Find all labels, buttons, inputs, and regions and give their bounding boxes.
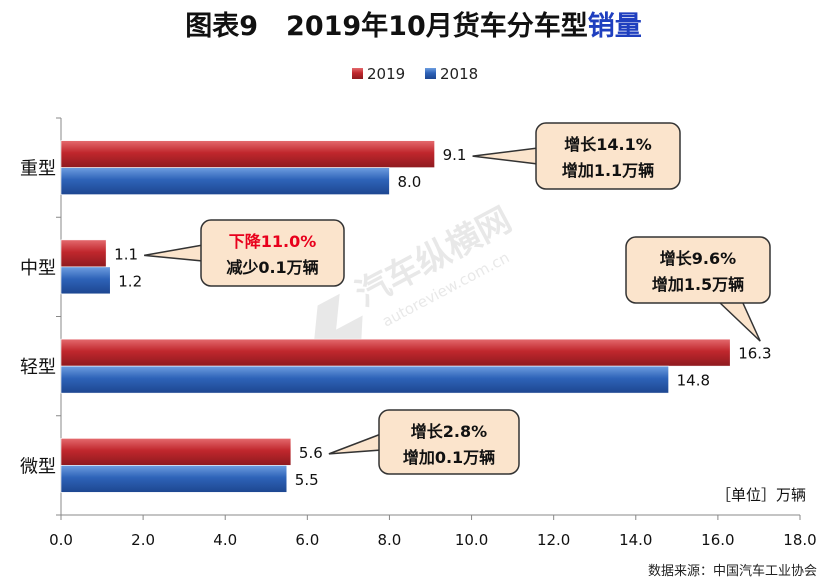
legend-swatch-2019 [352,68,363,79]
callout-line1: 下降11.0% [229,232,317,251]
data-source: 数据来源：中国汽车工业协会 [647,564,817,579]
bar-2018 [60,266,111,295]
data-label-2019: 1.1 [114,245,138,263]
callout-line2: 增加0.1万辆 [403,448,495,467]
category-label: 中型 [20,258,56,279]
title-highlight: 销量 [587,11,642,42]
x-tick-label: 4.0 [213,531,237,549]
category-label: 轻型 [20,357,56,378]
callout-line1: 增长9.6% [660,249,736,268]
callout: 增长14.1% 增加1.1万辆 [472,122,681,190]
callout-line2: 增加1.5万辆 [652,275,744,294]
legend-swatch-2018 [425,68,436,79]
callout: 增长2.8% 增加0.1万辆 [328,409,520,475]
callout-line1: 增长14.1% [564,135,652,154]
callout: 下降11.0% 减少0.1万辆 [144,219,345,287]
x-tick-label: 2.0 [131,531,155,549]
bar-2018 [60,365,669,394]
legend: 2019 2018 [352,65,478,83]
legend-label-2018: 2018 [440,65,478,83]
legend-label-2019: 2019 [367,65,405,83]
x-tick-label: 0.0 [49,531,73,549]
x-tick-label: 14.0 [619,531,652,549]
callout-line2: 减少0.1万辆 [226,258,318,277]
data-label-2018: 1.2 [118,272,142,290]
data-label-2019: 5.6 [299,444,323,462]
callout: 增长9.6% 增加1.5万辆 [625,236,771,342]
x-tick-label: 12.0 [537,531,570,549]
x-tick-label: 10.0 [455,531,488,549]
callout-seam-cover [381,412,517,472]
callout-pointer [716,300,761,342]
callout-seam-cover [538,125,678,187]
chart-title: 图表9 2019年10月货车分车型销量 [0,4,827,43]
bar-2019 [60,140,435,168]
callout-line1: 增长2.8% [411,422,487,441]
bar-2019 [60,438,292,466]
callout-pointer [144,244,204,262]
bar-2019 [60,239,107,268]
callout-pointer [328,432,382,455]
title-main: 2019年10月货车分车型 [286,11,588,42]
data-label-2018: 5.5 [295,471,319,489]
category-label: 重型 [20,159,56,180]
figure-number: 图表9 [185,11,259,42]
bar-2019 [60,338,731,367]
data-label-2019: 9.1 [443,146,467,164]
x-tick-label: 18.0 [783,531,816,549]
callout-seam-cover [628,239,768,301]
plot-area: 0.0 2.0 4.0 6.0 8.0 10.0 12.0 14.0 16.0 18.0 重型中型轻… [20,117,817,549]
x-tick-label: 16.0 [701,531,734,549]
category-label: 微型 [20,456,56,477]
callout-pointer [472,147,539,165]
unit-note: ［单位］万辆 [716,486,806,504]
data-label-2018: 14.8 [677,372,710,390]
x-tick-label: 6.0 [295,531,319,549]
data-label-2019: 16.3 [738,345,771,363]
callout-line2: 增加1.1万辆 [562,161,654,180]
x-tick-label: 8.0 [378,531,402,549]
bar-2018 [60,465,288,493]
bar-2018 [60,167,390,195]
data-label-2018: 8.0 [397,173,421,191]
callout-seam-cover [203,222,342,284]
